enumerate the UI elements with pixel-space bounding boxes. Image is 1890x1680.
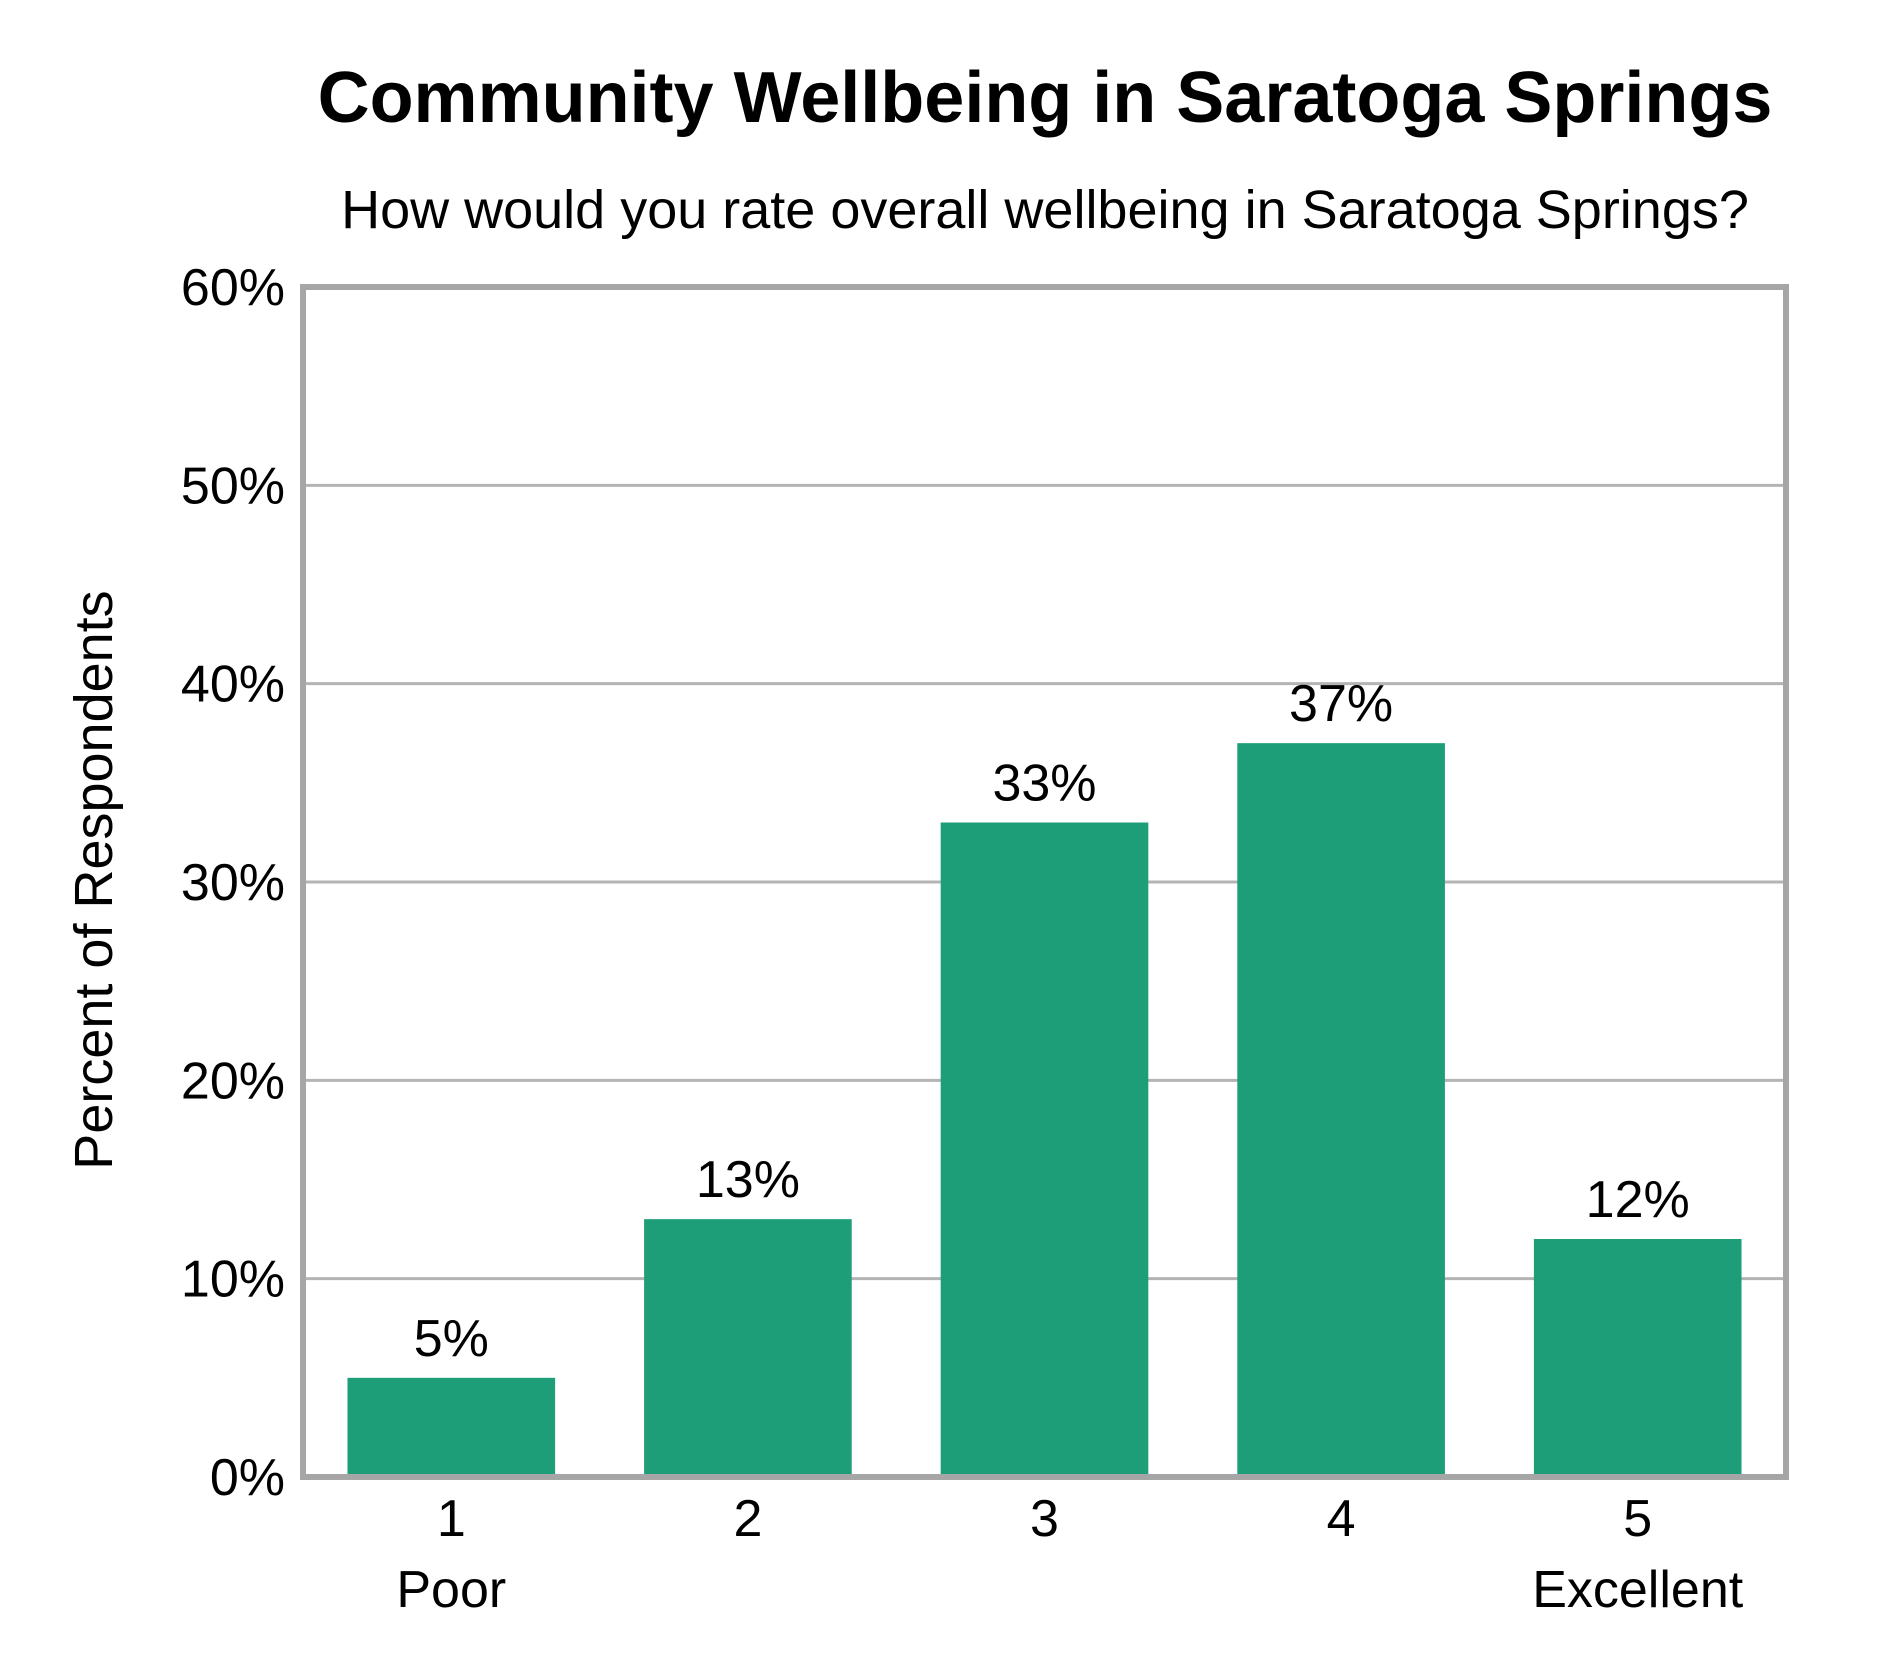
data-label-2: 13% [696,1151,800,1209]
data-label-4: 37% [1289,675,1393,733]
data-label-1: 5% [414,1310,489,1368]
y-tick-label-6: 60% [181,259,285,317]
y-tick-label-0: 0% [210,1449,285,1507]
x-tick-sublabel-5: Excellent [1532,1561,1744,1619]
y-axis-label: Percent of Respondents [64,590,124,1169]
bar-3 [940,822,1149,1477]
y-tick-label-5: 50% [181,457,285,515]
chart-title: Community Wellbeing in Saratoga Springs [318,58,1773,138]
y-tick-label-4: 40% [181,656,285,714]
bar-1 [347,1377,556,1477]
y-tick-label-2: 20% [181,1052,285,1110]
data-label-3: 33% [992,755,1096,813]
chart-subtitle: How would you rate overall wellbeing in … [341,180,1749,240]
bars [347,743,1742,1477]
plot-frame [300,284,1789,1480]
y-tick-label-3: 30% [181,854,285,912]
bar-2 [644,1219,852,1477]
x-tick-label-1: 1 [437,1490,466,1548]
x-axis-ticks: 1 Poor 2 3 4 5 Excellent [396,1490,1743,1619]
data-labels: 5% 13% 33% 37% 12% [414,675,1690,1368]
y-axis-ticks: 0% 10% 20% 30% 40% 50% 60% [181,259,285,1507]
bar-5 [1533,1239,1742,1477]
x-tick-label-2: 2 [733,1490,762,1548]
x-tick-label-3: 3 [1030,1490,1059,1548]
x-tick-label-4: 4 [1327,1490,1356,1548]
data-label-5: 12% [1586,1171,1690,1229]
bar-4 [1237,743,1445,1477]
y-tick-label-1: 10% [181,1251,285,1309]
x-tick-label-5: 5 [1623,1490,1652,1548]
x-tick-sublabel-1: Poor [396,1561,506,1619]
